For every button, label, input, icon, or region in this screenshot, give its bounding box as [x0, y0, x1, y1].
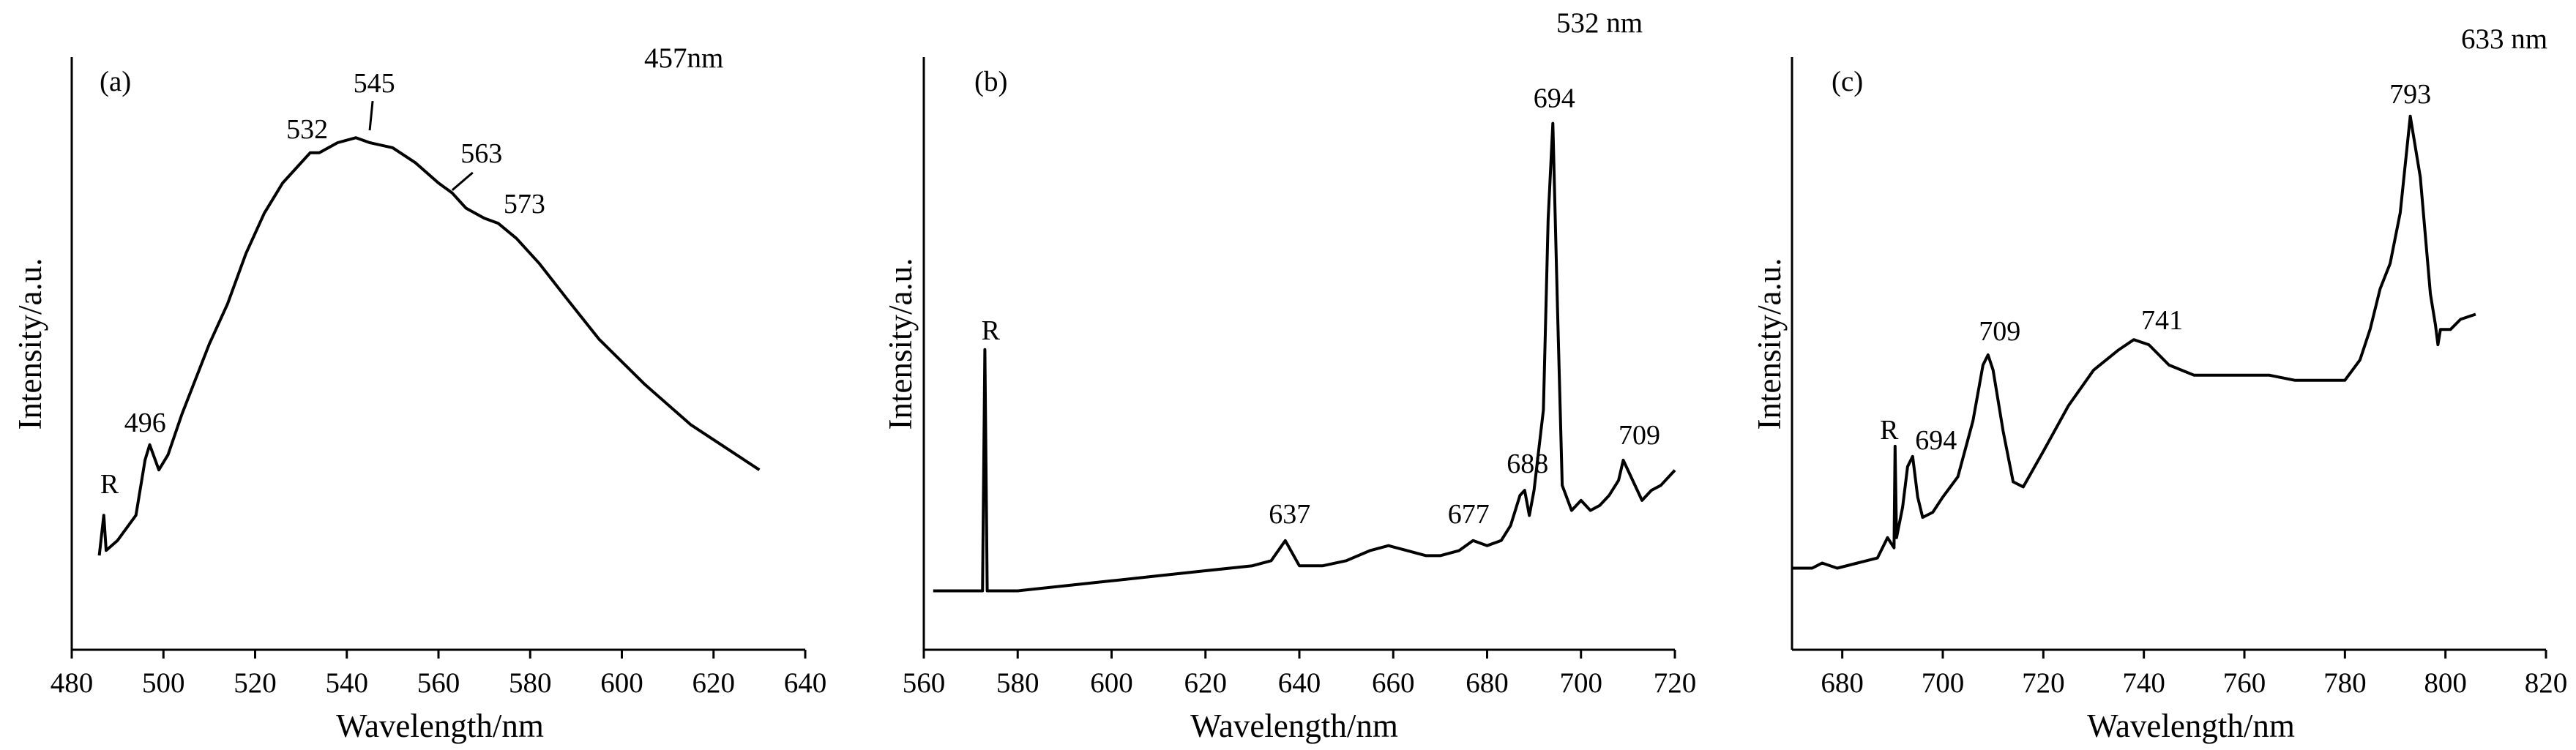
panel-c-peak-label: 709 — [1979, 316, 2020, 347]
panel-a-x-tick-label: 480 — [51, 667, 94, 699]
panel-b-label: (b) — [974, 66, 1007, 97]
panel-a-x-tick-label: 620 — [692, 667, 736, 699]
panel-b-peak-label: 677 — [1448, 499, 1490, 530]
panel-b: (b) 532 nm Wavelength/nm Intensity/a.u. … — [882, 7, 1696, 744]
panel-c-x-tick-label: 800 — [2424, 667, 2467, 699]
panel-c-x-tick-label: 680 — [1821, 667, 1864, 699]
panel-a-peak-label: R — [100, 469, 119, 500]
panel-a-x-tick-label: 500 — [142, 667, 185, 699]
panel-b-peak-label: 709 — [1619, 420, 1660, 451]
panel-a: (a) 457nm Wavelength/nm Intensity/a.u. 4… — [12, 42, 826, 744]
panel-c-spectrum-line — [1792, 114, 2476, 570]
panel-b-x-tick-label: 560 — [903, 667, 946, 699]
panel-c-excitation-label: 633 nm — [2461, 23, 2547, 55]
panel-c-x-axis-title: Wavelength/nm — [2087, 708, 2295, 744]
panel-a-label: (a) — [100, 66, 131, 97]
panel-c-label: (c) — [1832, 66, 1863, 97]
panel-c-peak-label: 741 — [2141, 305, 2183, 336]
panel-b-x-axis-title: Wavelength/nm — [1190, 708, 1398, 744]
panel-b-spectrum-line — [933, 121, 1676, 593]
panel-b-excitation-label: 532 nm — [1556, 7, 1643, 39]
panel-a-x-tick-label: 540 — [326, 667, 369, 699]
panel-c: (c) 633 nm Wavelength/nm Intensity/a.u. … — [1751, 23, 2567, 744]
panel-c-peak-label: 694 — [1915, 425, 1957, 456]
panel-a-spectrum-line — [97, 136, 761, 556]
panel-c-x-tick-label: 760 — [2223, 667, 2266, 699]
panel-b-x-tick-label: 640 — [1278, 667, 1321, 699]
panel-b-peak-label: 688 — [1507, 449, 1548, 479]
panel-b-peak-label: 694 — [1534, 83, 1575, 114]
panel-c-x-tick-label: 720 — [2022, 667, 2065, 699]
panel-c-x-tick-label: 700 — [1922, 667, 1965, 699]
panel-a-y-axis-title: Intensity/a.u. — [12, 258, 48, 430]
panel-b-x-tick-label: 660 — [1372, 667, 1415, 699]
panel-c-x-tick-label: 780 — [2323, 667, 2367, 699]
panel-a-peak-label: 563 — [460, 138, 502, 169]
panel-b-x-tick-label: 680 — [1466, 667, 1509, 699]
panel-c-x-tick-label: 820 — [2525, 667, 2568, 699]
panel-b-x-tick-label: 720 — [1654, 667, 1697, 699]
panel-b-x-tick-label: 580 — [996, 667, 1039, 699]
panel-a-peak-leader-line — [368, 101, 374, 131]
panel-a-peak-leader-line — [451, 171, 474, 191]
panel-b-peak-label: 637 — [1269, 499, 1310, 530]
panel-c-y-axis-title: Intensity/a.u. — [1751, 258, 1788, 430]
panel-a-peak-label: 545 — [354, 68, 395, 99]
panel-b-x-tick-label: 620 — [1184, 667, 1228, 699]
panel-b-y-axis-title: Intensity/a.u. — [882, 258, 919, 430]
panel-a-x-tick-label: 600 — [600, 667, 643, 699]
panel-a-peak-label: 496 — [124, 408, 166, 438]
panel-a-peak-label: 532 — [286, 114, 328, 145]
panel-c-peak-label: R — [1880, 415, 1899, 446]
panel-b-x-tick-label: 700 — [1560, 667, 1603, 699]
panel-c-peak-label: 793 — [2389, 79, 2431, 110]
panel-b-peak-label: R — [982, 315, 1001, 346]
panel-a-x-tick-label: 640 — [784, 667, 827, 699]
panel-a-x-tick-label: 520 — [234, 667, 277, 699]
panel-b-x-tick-label: 600 — [1090, 667, 1133, 699]
panel-a-excitation-label: 457nm — [644, 42, 723, 74]
panel-a-x-axis-title: Wavelength/nm — [336, 708, 544, 744]
panel-c-x-tick-label: 740 — [2122, 667, 2165, 699]
panel-a-peak-label: 573 — [504, 189, 545, 220]
panel-a-x-tick-label: 560 — [417, 667, 460, 699]
panel-a-x-tick-label: 580 — [509, 667, 552, 699]
